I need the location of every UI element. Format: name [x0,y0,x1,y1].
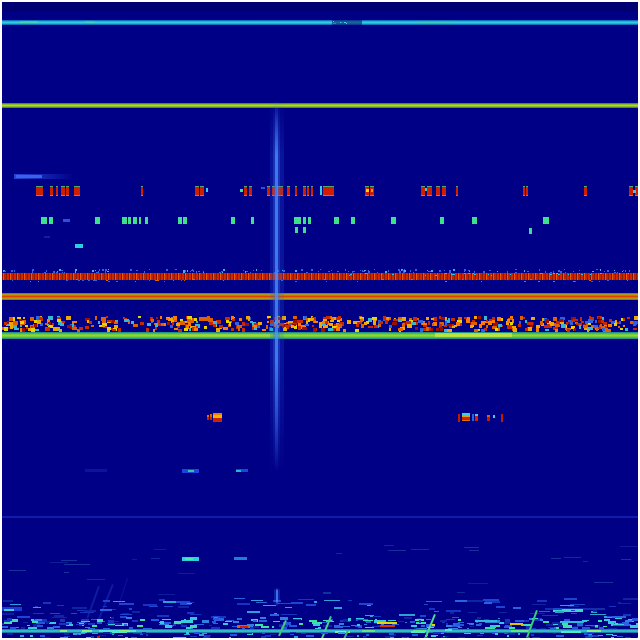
spectrogram-heatmap [0,0,640,640]
image-border-frame [0,0,640,640]
